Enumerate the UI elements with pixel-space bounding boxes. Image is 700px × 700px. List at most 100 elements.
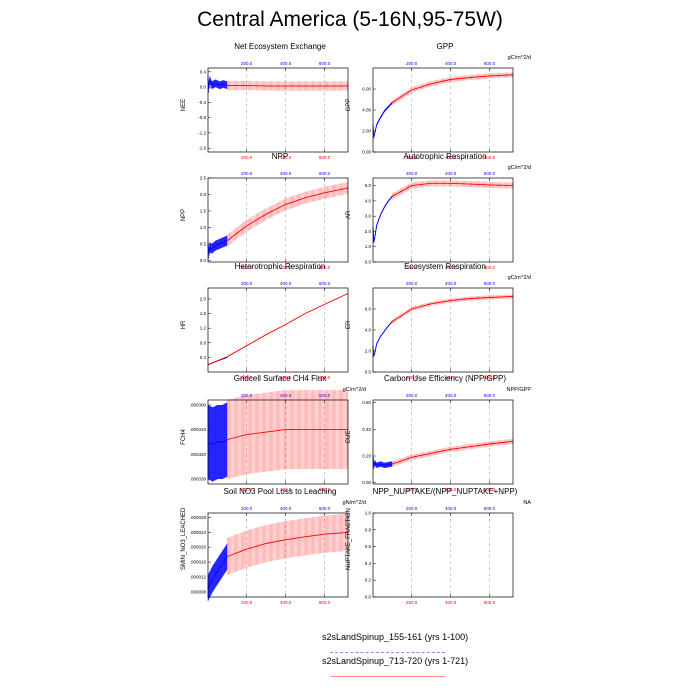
y-tick-label: 0.0 bbox=[365, 260, 372, 265]
main-title: Central America (5-16N,95-75W) bbox=[197, 8, 503, 31]
series-line-1 bbox=[207, 240, 228, 254]
x-tick-label-bottom: 600.0 bbox=[484, 600, 496, 605]
series-line-2 bbox=[392, 440, 514, 465]
x-tick-label-bottom: 600.0 bbox=[484, 487, 496, 492]
chart-gridcell-surface-ch4-flux: Gridcell Surface CH4 Flux gC/m^2/d FCH4 200… bbox=[181, 374, 370, 509]
series-line-2 bbox=[207, 293, 349, 366]
chart-gpp: GPP gC/m^2/d GPP 200.0 200.0 400.0 400.0 600.0 6… bbox=[346, 42, 535, 177]
series-band-1 bbox=[207, 543, 228, 602]
x-tick-label-bottom: 400.0 bbox=[280, 600, 292, 605]
y-axis-label: AR bbox=[346, 210, 352, 220]
y-tick-label: 2.5 bbox=[200, 176, 207, 181]
units-label: gN/m^2/d bbox=[342, 500, 366, 506]
units-label: gC/m^2/d bbox=[507, 165, 531, 171]
y-tick-label: 1.2 bbox=[200, 326, 207, 331]
plot-frame bbox=[372, 177, 514, 263]
x-tick-label-top: 600.0 bbox=[319, 171, 331, 176]
y-tick-label: -0.000310 bbox=[190, 427, 206, 432]
y-tick-label: 2.0 bbox=[200, 192, 207, 197]
plot-area: 200.0 200.0 400.0 400.0 600.0 600.0 0.4 0.8 1.2 1… bbox=[200, 281, 349, 380]
x-tick-label-top: 400.0 bbox=[280, 61, 292, 66]
y-tick-label: -1.6 bbox=[198, 146, 206, 151]
y-axis-label: CUE bbox=[346, 430, 352, 444]
plot-frame bbox=[207, 287, 349, 373]
y-tick-label: 0.8 bbox=[200, 340, 207, 345]
legend-entry-run1: s2sLandSpinup_155-161 (yrs 1-100) bbox=[322, 632, 469, 642]
y-tick-label: 0.000028 bbox=[190, 515, 206, 520]
x-tick-label-bottom: 400.0 bbox=[445, 600, 457, 605]
x-tick-label-top: 200.0 bbox=[241, 171, 253, 176]
plot-area: 200.0 200.0 400.0 400.0 600.0 600.0 0.0 0.2 0.4 0… bbox=[365, 506, 514, 605]
y-tick-label: 0.6 bbox=[365, 544, 372, 549]
series-band-2 bbox=[391, 438, 513, 467]
y-tick-label: -1.2 bbox=[198, 130, 206, 135]
x-tick-label-top: 200.0 bbox=[406, 281, 418, 286]
units-label: gC/m^2/d bbox=[342, 387, 366, 393]
chart-carbon-use-efficiency-npp-gpp: Carbon Use Efficiency (NPP/GPP) NPP/GPP CU… bbox=[346, 374, 535, 509]
series-line-2 bbox=[392, 74, 514, 103]
x-tick-label-top: 400.0 bbox=[445, 506, 457, 511]
x-tick-label-top: 600.0 bbox=[484, 61, 496, 66]
x-tick-label-top: 200.0 bbox=[241, 393, 253, 398]
y-axis-label: SMIN_NO3_LEACHED bbox=[181, 507, 187, 570]
y-tick-label: 0.0 bbox=[365, 595, 372, 600]
plot-area: 200.0 200.0 400.0 400.0 600.0 600.0 0.00 0.20 0.… bbox=[362, 393, 514, 492]
chart-title: NPP_NUPTAKE/(NPP_NUPTAKE+NPP) bbox=[372, 487, 518, 496]
chart-title: Net Ecosystem Exchange bbox=[234, 42, 326, 51]
units-label: gC/m^2/d bbox=[507, 275, 531, 281]
x-tick-label-bottom: 600.0 bbox=[319, 265, 331, 270]
x-tick-label-top: 200.0 bbox=[406, 393, 418, 398]
x-tick-label-bottom: 400.0 bbox=[280, 265, 292, 270]
plot-area: 200.0 200.0 400.0 400.0 600.0 600.0 0.0 2.0 4.0 6… bbox=[365, 281, 514, 380]
y-axis-label: NUPTAKE_FRACTION bbox=[346, 508, 352, 570]
y-tick-label: 0.0 bbox=[365, 370, 372, 375]
y-tick-label: 6.0 bbox=[365, 307, 372, 312]
x-tick-label-top: 600.0 bbox=[484, 506, 496, 511]
plot-area: 200.0 200.0 400.0 400.0 600.0 600.0 0.0 1.0 2.0 3… bbox=[365, 171, 514, 270]
plot-frame bbox=[207, 177, 349, 263]
x-tick-label-bottom: 200.0 bbox=[406, 600, 418, 605]
y-tick-label: 0.60 bbox=[362, 400, 371, 405]
chart-net-ecosystem-exchange: Net Ecosystem Exchange NEE 200.0 200.0 400.0… bbox=[181, 42, 370, 177]
x-tick-label-top: 600.0 bbox=[319, 506, 331, 511]
x-tick-label-top: 600.0 bbox=[484, 171, 496, 176]
x-tick-label-top: 200.0 bbox=[241, 506, 253, 511]
series-line-1 bbox=[372, 455, 393, 467]
y-tick-label: 0.5 bbox=[200, 241, 207, 246]
chart-title: Ecosystem Respiration bbox=[404, 262, 486, 271]
series-band-1 bbox=[372, 101, 393, 139]
y-tick-label: 2.0 bbox=[365, 229, 372, 234]
x-tick-label-bottom: 400.0 bbox=[280, 375, 292, 380]
plot-frame bbox=[372, 512, 514, 598]
series-line-1 bbox=[207, 77, 228, 90]
y-tick-label: 0.4 bbox=[200, 69, 207, 74]
chart-title: Gridcell Surface CH4 Flux bbox=[233, 374, 327, 383]
plot-area: 200.0 200.0 400.0 400.0 600.0 600.0 0.4 0.0 -0.4… bbox=[198, 61, 349, 160]
y-tick-label: 5.0 bbox=[365, 183, 372, 188]
chart-title: Soil NO3 Pool Loss to Leaching bbox=[223, 487, 337, 496]
x-tick-label-bottom: 400.0 bbox=[445, 155, 457, 160]
series-line-2 bbox=[227, 429, 348, 440]
chart-heterotrophic-respiration: Heterotrophic Respiration HR 200.0 200.0 400… bbox=[181, 262, 370, 397]
y-tick-label: 6.00 bbox=[362, 87, 371, 92]
x-tick-label-top: 200.0 bbox=[406, 506, 418, 511]
x-tick-label-bottom: 600.0 bbox=[484, 155, 496, 160]
chart-title: Heterotrophic Respiration bbox=[234, 262, 326, 271]
x-tick-label-top: 600.0 bbox=[319, 61, 331, 66]
y-tick-label: 2.0 bbox=[365, 349, 372, 354]
x-tick-label-bottom: 600.0 bbox=[319, 600, 331, 605]
y-axis-label: NEE bbox=[181, 98, 187, 112]
x-tick-label-top: 200.0 bbox=[241, 281, 253, 286]
x-tick-label-bottom: 600.0 bbox=[319, 155, 331, 160]
chart-title: GPP bbox=[436, 42, 454, 51]
x-tick-label-top: 600.0 bbox=[484, 393, 496, 398]
series-line-1 bbox=[207, 556, 228, 589]
x-tick-label-top: 200.0 bbox=[241, 61, 253, 66]
x-tick-label-top: 600.0 bbox=[319, 281, 331, 286]
x-tick-label-top: 200.0 bbox=[406, 171, 418, 176]
x-tick-label-bottom: 200.0 bbox=[241, 265, 253, 270]
y-tick-label: -0.8 bbox=[198, 115, 206, 120]
legend: s2sLandSpinup_155-161 (yrs 1-100) s2sLan… bbox=[300, 632, 470, 680]
y-tick-label: 0.000008 bbox=[190, 589, 206, 594]
chart-soil-no3-pool-loss-to-leaching: Soil NO3 Pool Loss to Leaching gN/m^2/d SM… bbox=[181, 487, 370, 622]
